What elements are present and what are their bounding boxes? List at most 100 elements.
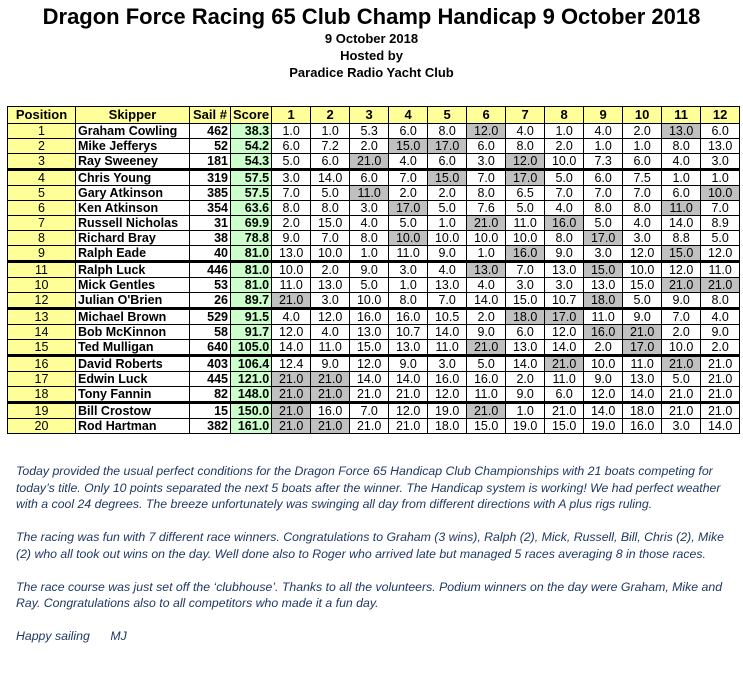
race-result-cell: 16.0	[466, 371, 507, 387]
race-result-cell: 14.0	[349, 371, 390, 387]
race-result-cell: 13.0	[544, 260, 585, 278]
race-result-cell: 21.0	[661, 354, 702, 372]
race-result-cell: 4.0	[349, 215, 390, 231]
race-result-cell: 5.0	[622, 292, 663, 309]
race-result-cell: 7.0	[271, 185, 312, 201]
race-result-cell: 13.0	[700, 138, 741, 154]
race-result-cell: 14.0	[505, 354, 546, 372]
race-result-cell: 8.0	[661, 138, 702, 154]
race-result-cell: 8.0	[349, 230, 390, 246]
race-result-cell: 12.0	[622, 245, 663, 262]
sail-number-cell: 529	[189, 307, 231, 325]
race-result-cell: 3.0	[505, 277, 546, 293]
race-result-cell: 13.0	[271, 245, 312, 262]
race-result-cell: 12.0	[466, 123, 507, 139]
race-result-cell: 21.0	[271, 418, 312, 434]
race-result-cell: 21.0	[700, 354, 741, 372]
race-result-cell: 7.5	[622, 168, 663, 186]
sail-number-cell: 31	[189, 215, 231, 231]
race-result-cell: 11.0	[349, 185, 390, 201]
race-result-cell: 5.3	[349, 123, 390, 139]
race-result-cell: 9.0	[388, 354, 429, 372]
results-body: 1 Graham Cowling 462 38.3 1.0 1.0 5.3 6.0 8.0 12.…	[7, 123, 741, 434]
race-result-cell: 1.0	[349, 245, 390, 262]
race-result-cell: 5.0	[271, 153, 312, 170]
table-row: 16 David Roberts 403 106.4 12.4 9.0 12.0 9.0 3.0…	[7, 354, 741, 372]
score-cell: 81.0	[229, 245, 273, 262]
race-result-cell: 16.0	[544, 215, 585, 231]
skipper-cell: Ray Sweeney	[75, 153, 190, 170]
race-result-cell: 12.0	[310, 307, 351, 325]
sail-number-cell: 26	[189, 292, 231, 309]
sail-number-cell: 38	[189, 230, 231, 246]
table-row: 2 Mike Jefferys 52 54.2 6.0 7.2 2.0 15.0 17.0 6.0…	[7, 138, 741, 154]
race-result-cell: 6.5	[505, 185, 546, 201]
race-result-cell: 13.0	[427, 277, 468, 293]
race-result-cell: 6.0	[505, 324, 546, 340]
race-result-cell: 10.0	[622, 260, 663, 278]
race-result-cell: 10.0	[310, 245, 351, 262]
results-table: Position Skipper Sail # Score 1 2 3 4 5 …	[7, 106, 741, 434]
score-cell: 91.5	[229, 307, 273, 325]
race-result-cell: 10.7	[544, 292, 585, 309]
race-result-cell: 9.0	[622, 307, 663, 325]
race-result-cell: 4.0	[427, 260, 468, 278]
position-cell: 15	[7, 339, 76, 356]
report-paragraph: Today provided the usual perfect conditi…	[16, 464, 721, 511]
race-result-cell: 8.0	[622, 200, 663, 216]
race-result-cell: 12.0	[544, 324, 585, 340]
race-result-cell: 7.0	[505, 260, 546, 278]
race-result-cell: 5.0	[583, 215, 624, 231]
race-result-cell: 12.4	[271, 354, 312, 372]
skipper-cell: Ralph Eade	[75, 245, 190, 262]
race-result-cell: 6.0	[700, 123, 741, 139]
race-result-cell: 21.0	[271, 386, 312, 403]
race-result-cell: 9.0	[505, 386, 546, 403]
race-result-cell: 18.0	[583, 292, 624, 309]
score-cell: 57.5	[229, 168, 273, 186]
race-result-cell: 3.0	[700, 153, 741, 170]
table-header-row: Position Skipper Sail # Score 1 2 3 4 5 …	[7, 106, 741, 124]
race-result-cell: 21.0	[700, 386, 741, 403]
race-result-cell: 11.0	[661, 200, 702, 216]
race-result-cell: 8.9	[700, 215, 741, 231]
skipper-cell: Chris Young	[75, 168, 190, 186]
race-result-cell: 7.0	[466, 168, 507, 186]
race-result-cell: 16.0	[622, 418, 663, 434]
race-result-cell: 15.0	[622, 277, 663, 293]
race-result-cell: 16.0	[310, 401, 351, 419]
race-result-cell: 9.0	[544, 245, 585, 262]
race-result-cell: 16.0	[349, 307, 390, 325]
race-result-cell: 19.0	[505, 418, 546, 434]
position-cell: 10	[7, 277, 76, 293]
race-result-cell: 5.0	[466, 354, 507, 372]
race-result-cell: 21.0	[349, 418, 390, 434]
race-result-cell: 5.0	[388, 215, 429, 231]
score-cell: 105.0	[229, 339, 273, 356]
sail-number-cell: 52	[189, 138, 231, 154]
race-result-cell: 13.0	[349, 324, 390, 340]
column-header: Sail #	[189, 106, 231, 124]
race-result-cell: 21.0	[544, 401, 585, 419]
skipper-cell: Ken Atkinson	[75, 200, 190, 216]
sail-number-cell: 462	[189, 123, 231, 139]
sail-number-cell: 58	[189, 324, 231, 340]
race-result-cell: 10.7	[388, 324, 429, 340]
race-result-cell: 5.0	[427, 200, 468, 216]
race-result-cell: 6.0	[271, 138, 312, 154]
race-result-cell: 2.0	[661, 324, 702, 340]
race-result-cell: 12.0	[271, 324, 312, 340]
host-club: Paradice Radio Yacht Club	[289, 65, 454, 80]
race-result-cell: 1.0	[505, 401, 546, 419]
skipper-cell: Mick Gentles	[75, 277, 190, 293]
race-result-cell: 4.0	[700, 307, 741, 325]
skipper-cell: Ted Mulligan	[75, 339, 190, 356]
race-result-cell: 2.0	[622, 123, 663, 139]
race-result-cell: 2.0	[700, 339, 741, 356]
position-cell: 19	[7, 401, 76, 419]
race-result-cell: 4.0	[583, 123, 624, 139]
race-result-cell: 21.0	[544, 354, 585, 372]
race-result-cell: 9.0	[700, 324, 741, 340]
position-cell: 5	[7, 185, 76, 201]
table-row: 17 Edwin Luck 445 121.0 21.0 21.0 14.0 14.0 16.0…	[7, 371, 741, 387]
